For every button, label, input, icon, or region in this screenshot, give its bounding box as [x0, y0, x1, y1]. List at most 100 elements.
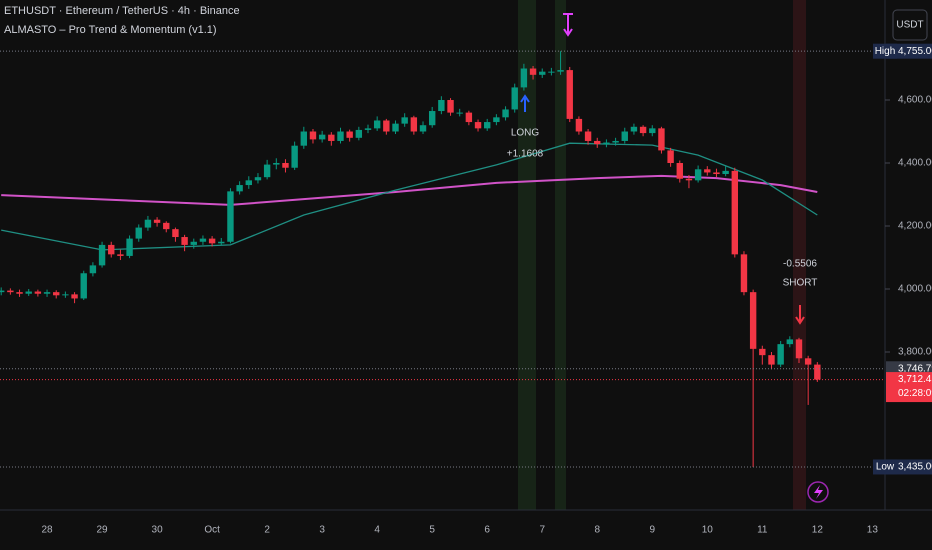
candle-body	[383, 120, 390, 132]
candle-body	[511, 87, 518, 110]
x-tick-label: Oct	[204, 525, 220, 536]
x-tick-label: 9	[649, 525, 655, 536]
y-tick-label: 3,800.00	[898, 347, 932, 358]
candle-body	[447, 100, 454, 113]
candle-body	[704, 169, 711, 173]
candle-body	[254, 177, 262, 181]
plot: 3,800.00 4,000.00 4,200.00 4,400.00 4,600.00…	[0, 51, 932, 536]
candle-body	[392, 123, 399, 132]
candle-body	[603, 142, 610, 145]
x-tick-label: 11	[757, 525, 768, 536]
exit-arrow	[563, 13, 573, 37]
candle-body	[639, 126, 647, 134]
candle-body	[98, 244, 106, 266]
candle-body	[649, 128, 656, 134]
candle-body	[163, 222, 170, 230]
candle-body	[7, 290, 14, 293]
candle-body	[126, 238, 133, 256]
candle-body	[181, 237, 188, 245]
candle-body	[53, 292, 60, 296]
y-tick-label: 4,600.00	[898, 95, 932, 106]
indicator-title: ALMASTO – Pro Trend & Momentum (v1.1)	[4, 24, 217, 36]
y-tick-label: 4,200.00	[898, 221, 932, 232]
price-tag	[886, 372, 932, 403]
candle-body	[493, 117, 500, 123]
candle-body	[465, 112, 473, 123]
annotation: LONG	[511, 128, 540, 139]
candle-body	[502, 109, 509, 118]
countdown: 02:28:09	[898, 388, 932, 399]
candle-body	[0, 290, 5, 293]
price-tag-name: Low	[876, 462, 895, 473]
candle-body	[594, 140, 601, 145]
price-tag-label: 3,435.00	[898, 462, 932, 473]
candle-body	[749, 292, 757, 349]
currency-label: USDT	[896, 20, 923, 31]
candle-body	[768, 355, 775, 365]
x-tick-label: 28	[41, 525, 53, 536]
price-tag-label: 4,755.00	[898, 46, 932, 57]
candle-body	[428, 111, 436, 126]
x-tick-label: 4	[374, 525, 380, 536]
candle-body	[694, 169, 702, 181]
candle-body	[667, 150, 674, 164]
alert-icon[interactable]	[807, 481, 829, 503]
price-tag	[873, 43, 897, 59]
candle-body	[25, 291, 32, 294]
candle-body	[612, 140, 619, 143]
annotation: -0.5506	[783, 259, 817, 270]
candle-body	[685, 178, 693, 181]
candle-body	[236, 185, 243, 192]
candle-body	[740, 254, 748, 293]
x-tick-label: 2	[264, 525, 270, 536]
candle-body	[520, 68, 528, 88]
price-tag-label: 3,712.45	[898, 374, 932, 385]
candle-body	[218, 241, 225, 244]
candle-body	[401, 117, 408, 124]
candle-body	[71, 294, 78, 299]
candle-body	[245, 180, 252, 186]
signals: LONG +1.1608 -0.5506 SHORT	[507, 13, 829, 503]
annotation: SHORT	[783, 278, 818, 289]
x-tick-label: 6	[484, 525, 490, 536]
candle-body	[777, 344, 784, 365]
candle-body	[438, 100, 445, 112]
candle-body	[722, 170, 729, 175]
signal-band	[793, 0, 806, 510]
candle-body	[208, 238, 216, 244]
signal-band	[518, 0, 536, 510]
candle-body	[786, 339, 794, 345]
candle-body	[759, 348, 766, 356]
x-tick-label: 29	[97, 525, 109, 536]
candle-body	[474, 122, 482, 129]
x-tick-label: 3	[319, 525, 325, 536]
x-tick-label: 7	[539, 525, 545, 536]
currency-button[interactable]	[892, 9, 928, 41]
candle-body	[410, 117, 418, 132]
candle-body	[373, 120, 381, 129]
candle-body	[80, 273, 87, 299]
candle-body	[566, 70, 573, 119]
symbol-title: ETHUSDT · Ethereum / TetherUS · 4h · Bin…	[4, 5, 240, 17]
alert-bolt	[814, 485, 823, 499]
candle-body	[355, 129, 363, 138]
candle-body	[419, 125, 427, 132]
candle-body	[199, 238, 207, 242]
candle-body	[318, 134, 326, 140]
candle-body	[89, 265, 97, 274]
annotation: +1.1608	[507, 149, 544, 160]
candle-body	[364, 128, 372, 130]
candle-body	[291, 145, 298, 168]
candle-body	[16, 292, 23, 294]
candle-body	[731, 170, 738, 255]
candle-body	[263, 164, 271, 178]
moving-average	[1, 174, 818, 206]
x-tick-label: 5	[429, 525, 435, 536]
candle-body	[630, 126, 638, 132]
price-tag	[886, 43, 932, 59]
candle-body	[135, 227, 142, 239]
candle-body	[804, 358, 812, 365]
x-tick-label: 10	[702, 525, 714, 536]
candle-body	[584, 131, 592, 141]
